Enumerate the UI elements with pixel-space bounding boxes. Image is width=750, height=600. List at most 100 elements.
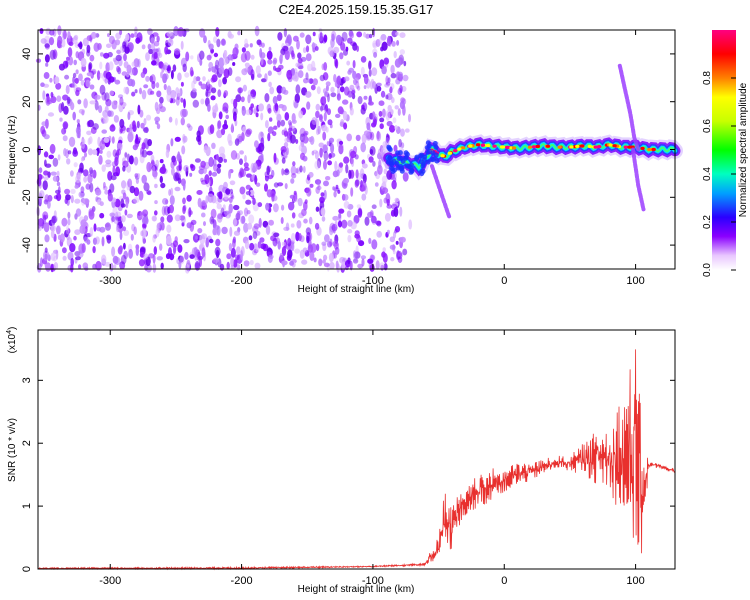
spectrogram-noise-blob	[133, 58, 140, 68]
spectrogram-noise-blob	[394, 197, 400, 203]
spectrogram-noise-blob	[241, 106, 246, 116]
spectrogram-noise-blob	[379, 37, 383, 45]
spectrogram-noise-blob	[361, 193, 367, 201]
spectrogram-noise-blob	[45, 95, 51, 106]
spectrogram-noise-blob	[265, 225, 271, 235]
spectrogram-noise-blob	[254, 140, 259, 148]
spectrogram-noise-blob	[178, 261, 182, 269]
spectrogram-noise-blob	[160, 71, 163, 79]
spectrogram-noise-blob	[133, 187, 140, 197]
spectrogram-noise-blob	[332, 240, 339, 247]
spectrogram-noise-blob	[343, 122, 348, 130]
signal-hotspot	[505, 145, 510, 149]
spectrogram-noise-blob	[73, 235, 77, 241]
spectrogram-x-ticks: -300 -200 -100 0 100	[99, 30, 645, 287]
spectrogram-noise-blob	[298, 144, 303, 151]
spectrogram-noise-blob	[284, 137, 290, 143]
spectrogram-noise-blob	[235, 94, 242, 103]
spectrogram-noise-blob	[44, 234, 50, 243]
spectrogram-noise-blob	[244, 62, 250, 68]
spectrogram-noise-blob	[214, 59, 220, 70]
spectrogram-noise-blob	[399, 100, 405, 110]
signal-start-blob	[388, 160, 394, 166]
spectrogram-noise-blob	[98, 155, 103, 165]
spectrogram-noise-blob	[228, 33, 235, 39]
spectrogram-noise-blob	[146, 190, 152, 196]
signal-hotspot	[485, 144, 491, 148]
spectrogram-noise-blob	[78, 73, 83, 81]
spectrogram-noise-blob	[99, 84, 106, 95]
spectrogram-noise-blob	[310, 84, 316, 91]
spectrogram-noise-blob	[85, 183, 91, 190]
spectrogram-noise-blob	[50, 96, 57, 104]
spectrogram-noise-blob	[84, 151, 87, 158]
spectrogram-noise-blob	[92, 237, 98, 245]
spectrogram-noise-blob	[343, 49, 348, 56]
spectrogram-noise-blob	[215, 153, 219, 161]
spectrogram-noise-blob	[161, 62, 165, 73]
spectrogram-noise-blob	[223, 210, 230, 215]
spectrogram-noise-blob	[348, 169, 352, 180]
snr-y-multiplier: (x104)	[6, 327, 18, 354]
spectrogram-noise-blob	[78, 264, 82, 270]
spectrogram-noise-blob	[283, 27, 287, 38]
spectrogram-noise-blob	[338, 140, 344, 146]
spectrogram-noise-blob	[127, 111, 131, 121]
signal-start-blob	[403, 150, 409, 156]
spectrogram-noise-blob	[80, 186, 85, 194]
spectrogram-noise-blob	[277, 240, 281, 250]
spectrogram-noise-blob	[286, 69, 293, 80]
spectrogram-noise-blob	[45, 62, 49, 67]
spectrogram-noise-blob	[174, 214, 181, 222]
spectrogram-noise-blob	[211, 66, 217, 73]
spectrogram-noise-blob	[182, 180, 186, 191]
spectrogram-noise-blob	[323, 189, 327, 200]
spectrogram-noise-blob	[43, 151, 49, 158]
spectrogram-noise-blob	[141, 149, 148, 158]
spectrogram-noise-blob	[352, 70, 357, 80]
spectrogram-noise-blob	[103, 181, 106, 189]
spectrogram-noise-blob	[255, 182, 261, 187]
spectrogram-noise-blob	[143, 84, 149, 89]
spectrogram-noise-blob	[88, 210, 95, 220]
spectrogram-noise-blob	[276, 85, 283, 94]
spectrogram-noise-blob	[305, 72, 309, 80]
spectrogram-noise-blob	[196, 135, 201, 142]
spectrogram-noise-blob	[351, 93, 356, 100]
spectrogram-noise-blob	[42, 180, 48, 191]
spectrogram-noise-blob	[145, 114, 152, 121]
spectrogram-noise-blob	[353, 214, 360, 224]
spectrogram-x-tick-label: 0	[501, 275, 507, 287]
spectrogram-noise-blob	[81, 142, 85, 150]
spectrogram-noise-blob	[54, 76, 60, 84]
spectrogram-noise-blob	[128, 248, 134, 259]
spectrogram-noise-blob	[61, 217, 68, 227]
signal-start-blob	[387, 155, 393, 161]
spectrogram-noise-blob	[201, 200, 206, 207]
signal-hotspot	[623, 145, 628, 149]
spectrogram-noise-blob	[115, 54, 122, 62]
spectrogram-x-tick-label: -200	[231, 275, 253, 287]
signal-hotspot	[587, 144, 593, 149]
spectrogram-noise-blob	[305, 91, 312, 98]
spectrogram-noise-blob	[313, 257, 317, 263]
spectrogram-noise-blob	[280, 119, 286, 127]
spectrogram-noise-blob	[83, 198, 90, 205]
spectrogram-noise-blob	[73, 59, 77, 66]
spectrogram-noise-blob	[92, 149, 98, 156]
spectrogram-noise-blob	[408, 113, 411, 123]
spectrogram-noise-blob	[215, 249, 220, 259]
spectrogram-noise-blob	[168, 189, 172, 196]
spectrogram-noise-blob	[52, 157, 59, 167]
spectrogram-noise-blob	[347, 220, 353, 227]
signal-hotspot	[440, 154, 445, 158]
spectrogram-noise-blob	[40, 38, 47, 44]
spectrogram-noise-blob	[346, 60, 351, 66]
spectrogram-noise-blob	[371, 111, 376, 121]
spectrogram-noise-blob	[242, 193, 246, 200]
spectrogram-noise-blob	[180, 97, 184, 103]
spectrogram-noise-blob	[59, 117, 63, 122]
spectrogram-noise-blob	[96, 70, 101, 81]
spectrogram-noise-blob	[237, 87, 243, 94]
spectrogram-noise-blob	[361, 104, 365, 110]
